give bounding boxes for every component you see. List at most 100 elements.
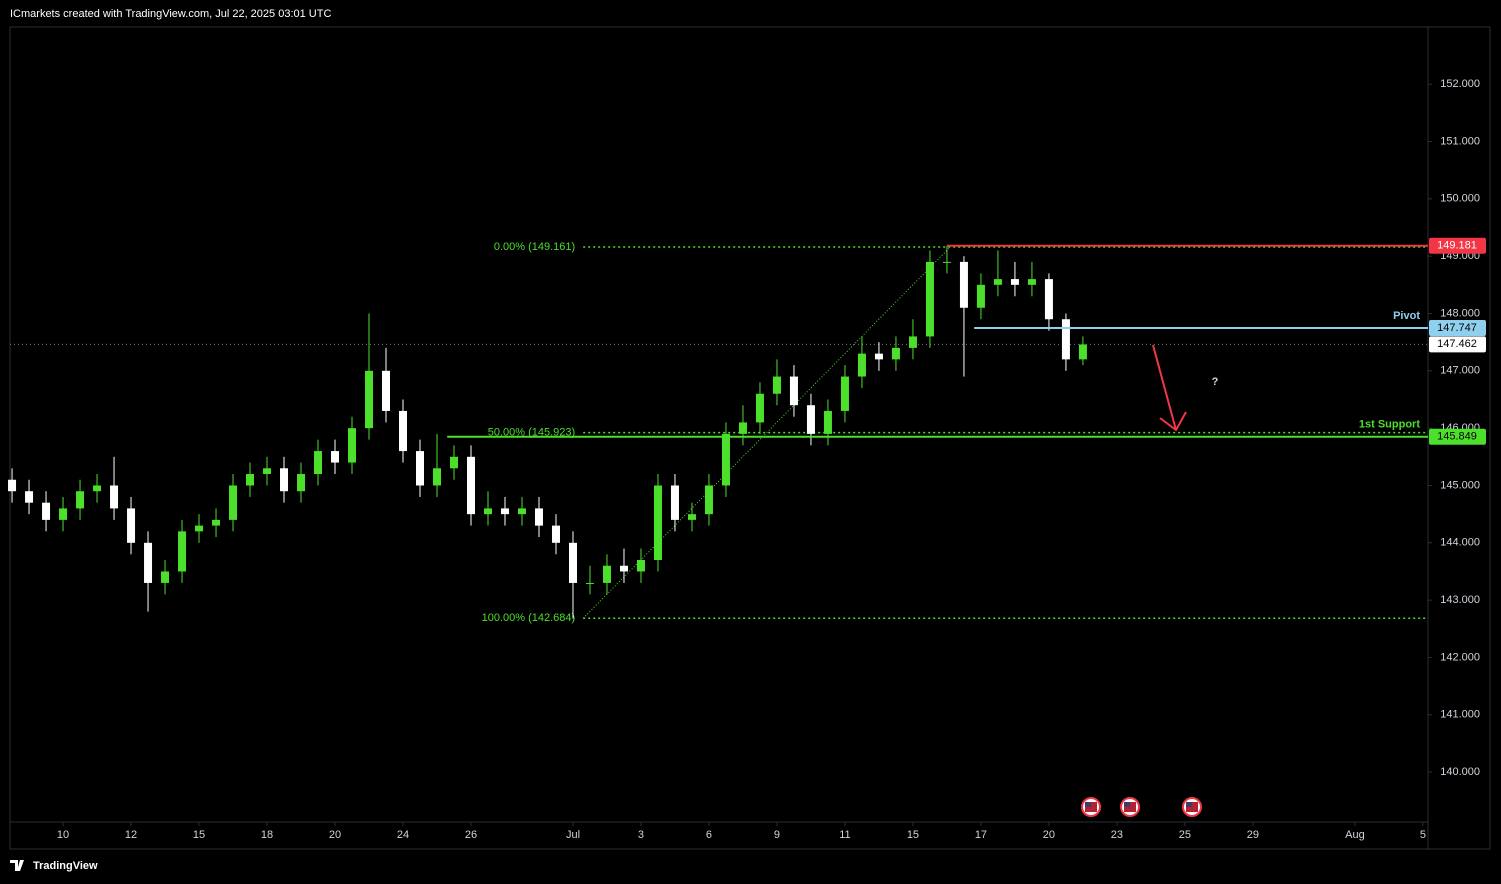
candle-body (993, 279, 1002, 285)
candle-body (110, 485, 119, 509)
candle-body (161, 571, 170, 583)
candle-body (42, 502, 51, 520)
candle-body (8, 479, 17, 492)
x-tick-label: 29 (1247, 829, 1259, 841)
candle-body (297, 474, 306, 492)
y-tick-label: 151.000 (1440, 135, 1480, 147)
candle-body (806, 405, 815, 434)
y-tick-label: 152.000 (1440, 78, 1480, 90)
candle-body (432, 468, 441, 486)
x-tick-label: 3 (638, 829, 644, 841)
candle-body (874, 353, 883, 360)
candle-body (789, 376, 798, 406)
candle-body (314, 451, 323, 475)
candle-body (449, 456, 458, 469)
candle-body (144, 542, 153, 583)
x-tick-label: 12 (125, 829, 137, 841)
candle-body (653, 485, 662, 561)
candle-body (959, 261, 968, 308)
candle-body (619, 565, 628, 572)
x-tick-label: 15 (193, 829, 205, 841)
fib-label: 50.00% (145.923) (488, 426, 575, 438)
last-price-label: 147.462 (1437, 338, 1477, 350)
candle-body (1044, 279, 1053, 320)
candle-body (365, 370, 374, 429)
candle-body (891, 347, 900, 360)
candle-body (551, 525, 560, 543)
annotation: ? (1212, 376, 1219, 388)
x-tick-label: 23 (1111, 829, 1123, 841)
y-tick-label: 148.000 (1440, 307, 1480, 319)
candle-body (1010, 279, 1019, 285)
fib-label: 0.00% (149.161) (494, 241, 575, 253)
candle-body (399, 410, 408, 452)
fib-label: 100.00% (142.684) (482, 612, 576, 624)
candle-body (348, 428, 357, 463)
candle-body (500, 508, 509, 515)
candle-body (1078, 344, 1087, 360)
x-tick-label: Aug (1345, 829, 1365, 841)
candle-body (704, 485, 713, 515)
x-tick-label: 26 (465, 829, 477, 841)
candle-body (246, 474, 255, 486)
candle-body (534, 508, 543, 526)
y-tick-label: 143.000 (1440, 594, 1480, 606)
y-tick-label: 145.000 (1440, 479, 1480, 491)
candle-body (93, 485, 102, 492)
level-name: 1st Support (1359, 419, 1420, 431)
event-icons (1081, 797, 1202, 817)
candle-body (483, 508, 492, 515)
chart-frame (9, 26, 1491, 850)
candle-body (59, 508, 68, 520)
x-tick-label: 11 (839, 829, 850, 841)
candle-body (602, 565, 611, 583)
candle-body (382, 370, 391, 411)
fib-trend (582, 246, 951, 619)
logo (10, 860, 24, 871)
candle-body (976, 284, 985, 308)
x-tick-label: 5 (1420, 829, 1426, 841)
header: ICmarkets created with TradingView.com, … (10, 8, 331, 20)
candle-body (942, 261, 951, 263)
candle-body (908, 336, 917, 348)
y-tick-label: 140.000 (1440, 766, 1480, 778)
candle-body (76, 491, 85, 509)
x-tick-label: Jul (566, 829, 580, 841)
price-badge (1429, 336, 1486, 353)
candle-body (517, 508, 526, 515)
candle-body (25, 491, 34, 503)
candle-body (823, 410, 832, 434)
candle-body (178, 531, 187, 572)
footer-brand: TradingView (33, 860, 98, 872)
projection-arrow (1152, 344, 1187, 432)
y-tick-label: 141.000 (1440, 709, 1480, 721)
price-badge (1429, 320, 1486, 337)
level-name: Pivot (1393, 310, 1420, 322)
x-tick-label: 24 (397, 829, 409, 841)
x-tick-label: 20 (1043, 829, 1055, 841)
candle-body (857, 353, 866, 377)
y-tick-label: 144.000 (1440, 537, 1480, 549)
price-badge (1429, 237, 1486, 254)
candle-body (1061, 319, 1070, 360)
candle-body (263, 468, 272, 475)
candle-body (755, 393, 764, 423)
candle-body (212, 519, 221, 526)
x-tick-label: 18 (261, 829, 273, 841)
candle-body (568, 542, 577, 583)
candle-body (772, 376, 781, 394)
x-tick-label: 20 (329, 829, 341, 841)
x-tick-label: 25 (1179, 829, 1191, 841)
candle-body (925, 261, 934, 337)
candle-body (1027, 279, 1036, 285)
candle-body (415, 451, 424, 486)
candle-body (670, 485, 679, 520)
price-badge-label: 149.181 (1437, 240, 1477, 252)
x-tick-label: 10 (57, 829, 69, 841)
candle-body (636, 560, 645, 572)
x-tick-label: 17 (975, 829, 987, 841)
price-badge-label: 147.747 (1437, 322, 1477, 334)
candle-body (229, 485, 238, 520)
